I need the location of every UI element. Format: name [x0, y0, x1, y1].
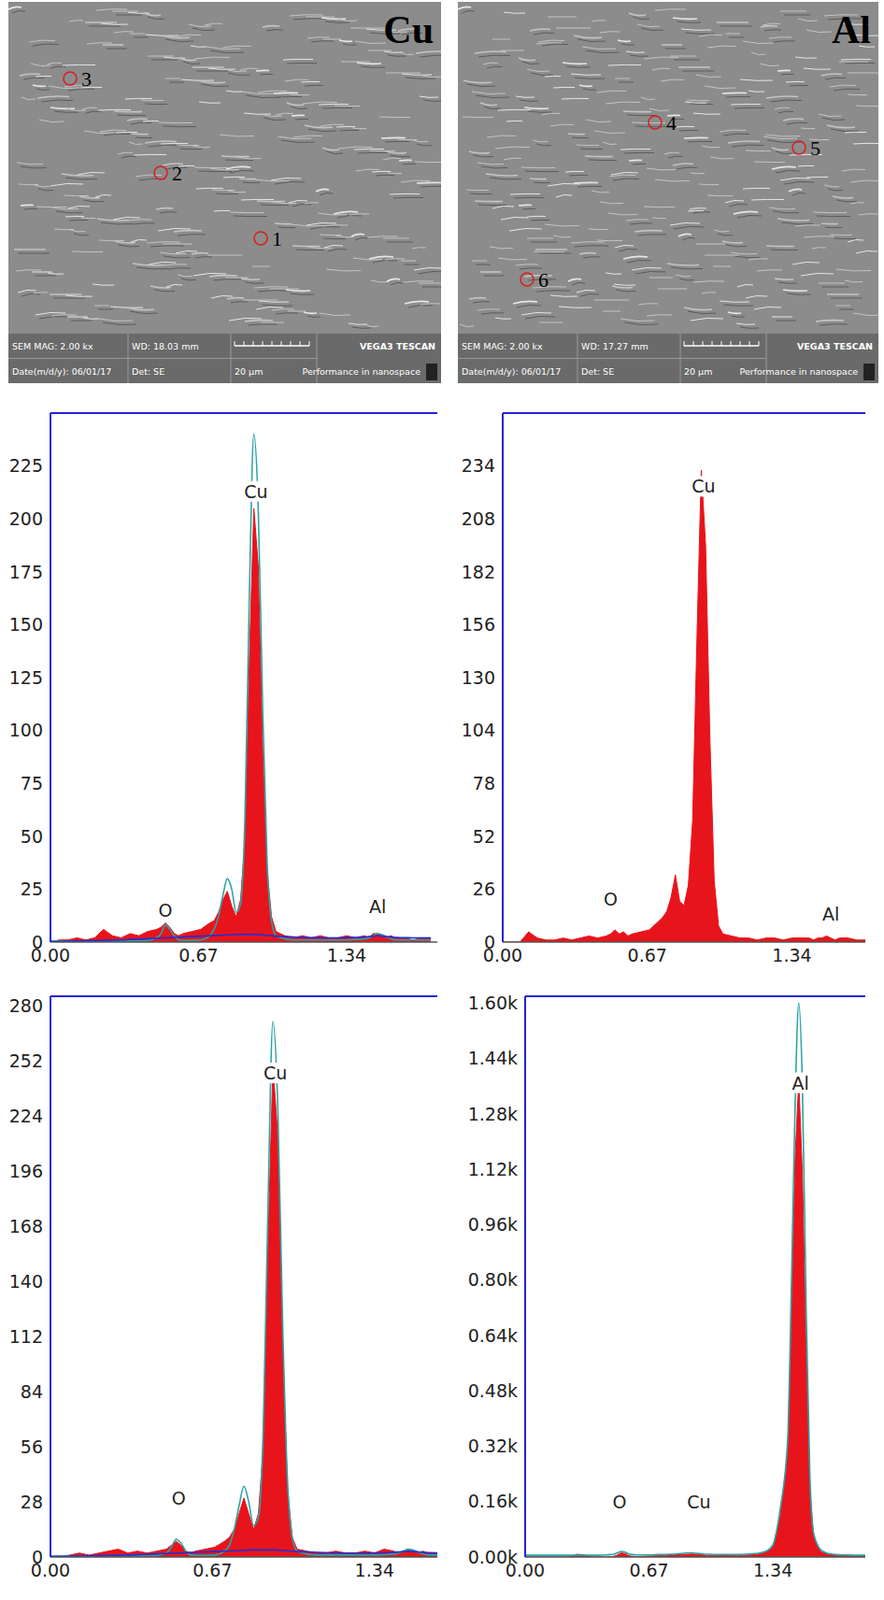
- svg-text:0.32k: 0.32k: [468, 1435, 518, 1456]
- svg-text:Cu: Cu: [691, 475, 715, 497]
- svg-text:1.60k: 1.60k: [468, 992, 518, 1013]
- svg-text:168: 168: [9, 1215, 43, 1237]
- svg-text:200: 200: [9, 508, 43, 529]
- svg-text:1.34: 1.34: [753, 1559, 793, 1581]
- svg-text:182: 182: [461, 561, 496, 583]
- svg-text:1.28k: 1.28k: [468, 1103, 518, 1125]
- svg-text:Al: Al: [822, 903, 840, 925]
- svg-text:O: O: [603, 888, 618, 910]
- svg-text:Cu: Cu: [263, 1062, 287, 1084]
- svg-text:1.34: 1.34: [771, 944, 812, 966]
- svg-text:75: 75: [20, 772, 43, 794]
- svg-text:0.67: 0.67: [192, 1559, 232, 1581]
- svg-text:56: 56: [20, 1436, 43, 1457]
- svg-text:0.00: 0.00: [30, 1560, 71, 1581]
- svg-text:4: 4: [666, 111, 677, 135]
- svg-text:VEGA3 TESCAN: VEGA3 TESCAN: [359, 341, 436, 352]
- svg-text:Al: Al: [369, 896, 386, 917]
- svg-text:1.12k: 1.12k: [468, 1158, 518, 1180]
- svg-text:26: 26: [472, 878, 496, 899]
- svg-text:VEGA3 TESCAN: VEGA3 TESCAN: [797, 341, 873, 352]
- svg-text:52: 52: [472, 826, 496, 847]
- svg-text:175: 175: [9, 561, 43, 583]
- svg-text:1: 1: [271, 227, 283, 251]
- svg-text:Cu: Cu: [686, 1491, 711, 1512]
- svg-text:0: 0: [31, 931, 43, 953]
- svg-text:125: 125: [9, 667, 43, 688]
- svg-text:Performance in nanospace: Performance in nanospace: [740, 366, 859, 377]
- svg-text:104: 104: [461, 719, 496, 741]
- svg-text:O: O: [158, 899, 173, 921]
- svg-text:0.00: 0.00: [482, 945, 523, 966]
- svg-text:0.67: 0.67: [178, 944, 218, 966]
- svg-text:1.34: 1.34: [327, 944, 367, 966]
- svg-text:Al: Al: [792, 1072, 810, 1094]
- svg-text:SEM MAG: 2.00 kx: SEM MAG: 2.00 kx: [461, 341, 543, 352]
- svg-text:Al: Al: [831, 8, 871, 52]
- svg-text:78: 78: [472, 772, 496, 794]
- svg-text:0.48k: 0.48k: [468, 1380, 518, 1401]
- svg-text:0.00k: 0.00k: [468, 1546, 518, 1568]
- svg-text:0: 0: [484, 931, 496, 953]
- svg-text:280: 280: [9, 995, 43, 1016]
- svg-text:0.80k: 0.80k: [468, 1268, 518, 1290]
- svg-text:0.67: 0.67: [627, 944, 668, 966]
- svg-text:Cu: Cu: [243, 481, 268, 502]
- svg-text:196: 196: [9, 1160, 43, 1182]
- svg-text:Det: SE: Det: SE: [581, 366, 614, 377]
- svg-text:5: 5: [810, 136, 821, 160]
- svg-text:0: 0: [31, 1546, 43, 1568]
- svg-text:130: 130: [461, 667, 496, 688]
- svg-text:WD: 18.03 mm: WD: 18.03 mm: [131, 341, 200, 352]
- svg-text:Cu: Cu: [383, 8, 434, 52]
- svg-text:208: 208: [461, 508, 496, 529]
- svg-text:0.00: 0.00: [30, 945, 71, 966]
- svg-text:1.34: 1.34: [355, 1559, 395, 1581]
- svg-text:225: 225: [9, 455, 43, 476]
- svg-text:50: 50: [20, 826, 43, 847]
- svg-text:224: 224: [9, 1105, 43, 1127]
- svg-text:3: 3: [81, 67, 92, 91]
- svg-text:0.96k: 0.96k: [468, 1213, 518, 1235]
- svg-text:O: O: [612, 1491, 627, 1512]
- svg-text:6: 6: [538, 268, 549, 292]
- svg-text:Date(m/d/y): 06/01/17: Date(m/d/y): 06/01/17: [12, 366, 112, 377]
- svg-text:0.00: 0.00: [505, 1560, 545, 1581]
- svg-text:100: 100: [9, 719, 43, 741]
- svg-text:25: 25: [20, 878, 43, 899]
- svg-text:252: 252: [9, 1050, 43, 1071]
- svg-text:156: 156: [461, 613, 496, 635]
- svg-text:WD: 17.27 mm: WD: 17.27 mm: [581, 341, 649, 352]
- svg-text:Performance in nanospace: Performance in nanospace: [302, 366, 422, 377]
- svg-text:140: 140: [9, 1270, 43, 1292]
- svg-text:SEM MAG: 2.00 kx: SEM MAG: 2.00 kx: [12, 341, 94, 352]
- svg-text:112: 112: [9, 1326, 43, 1347]
- svg-text:20 μm: 20 μm: [684, 366, 713, 377]
- svg-text:O: O: [171, 1487, 186, 1509]
- svg-text:0.64k: 0.64k: [468, 1325, 518, 1346]
- svg-text:28: 28: [20, 1491, 43, 1512]
- svg-text:150: 150: [9, 613, 43, 635]
- svg-text:0.67: 0.67: [628, 1559, 669, 1581]
- svg-text:234: 234: [461, 455, 496, 476]
- svg-text:0.16k: 0.16k: [468, 1490, 518, 1512]
- svg-text:1.44k: 1.44k: [468, 1047, 518, 1069]
- svg-text:2: 2: [171, 161, 183, 186]
- svg-text:Date(m/d/y): 06/01/17: Date(m/d/y): 06/01/17: [461, 366, 561, 377]
- svg-text:20 μm: 20 μm: [234, 366, 263, 377]
- svg-text:Det: SE: Det: SE: [131, 366, 165, 377]
- svg-text:84: 84: [20, 1381, 43, 1402]
